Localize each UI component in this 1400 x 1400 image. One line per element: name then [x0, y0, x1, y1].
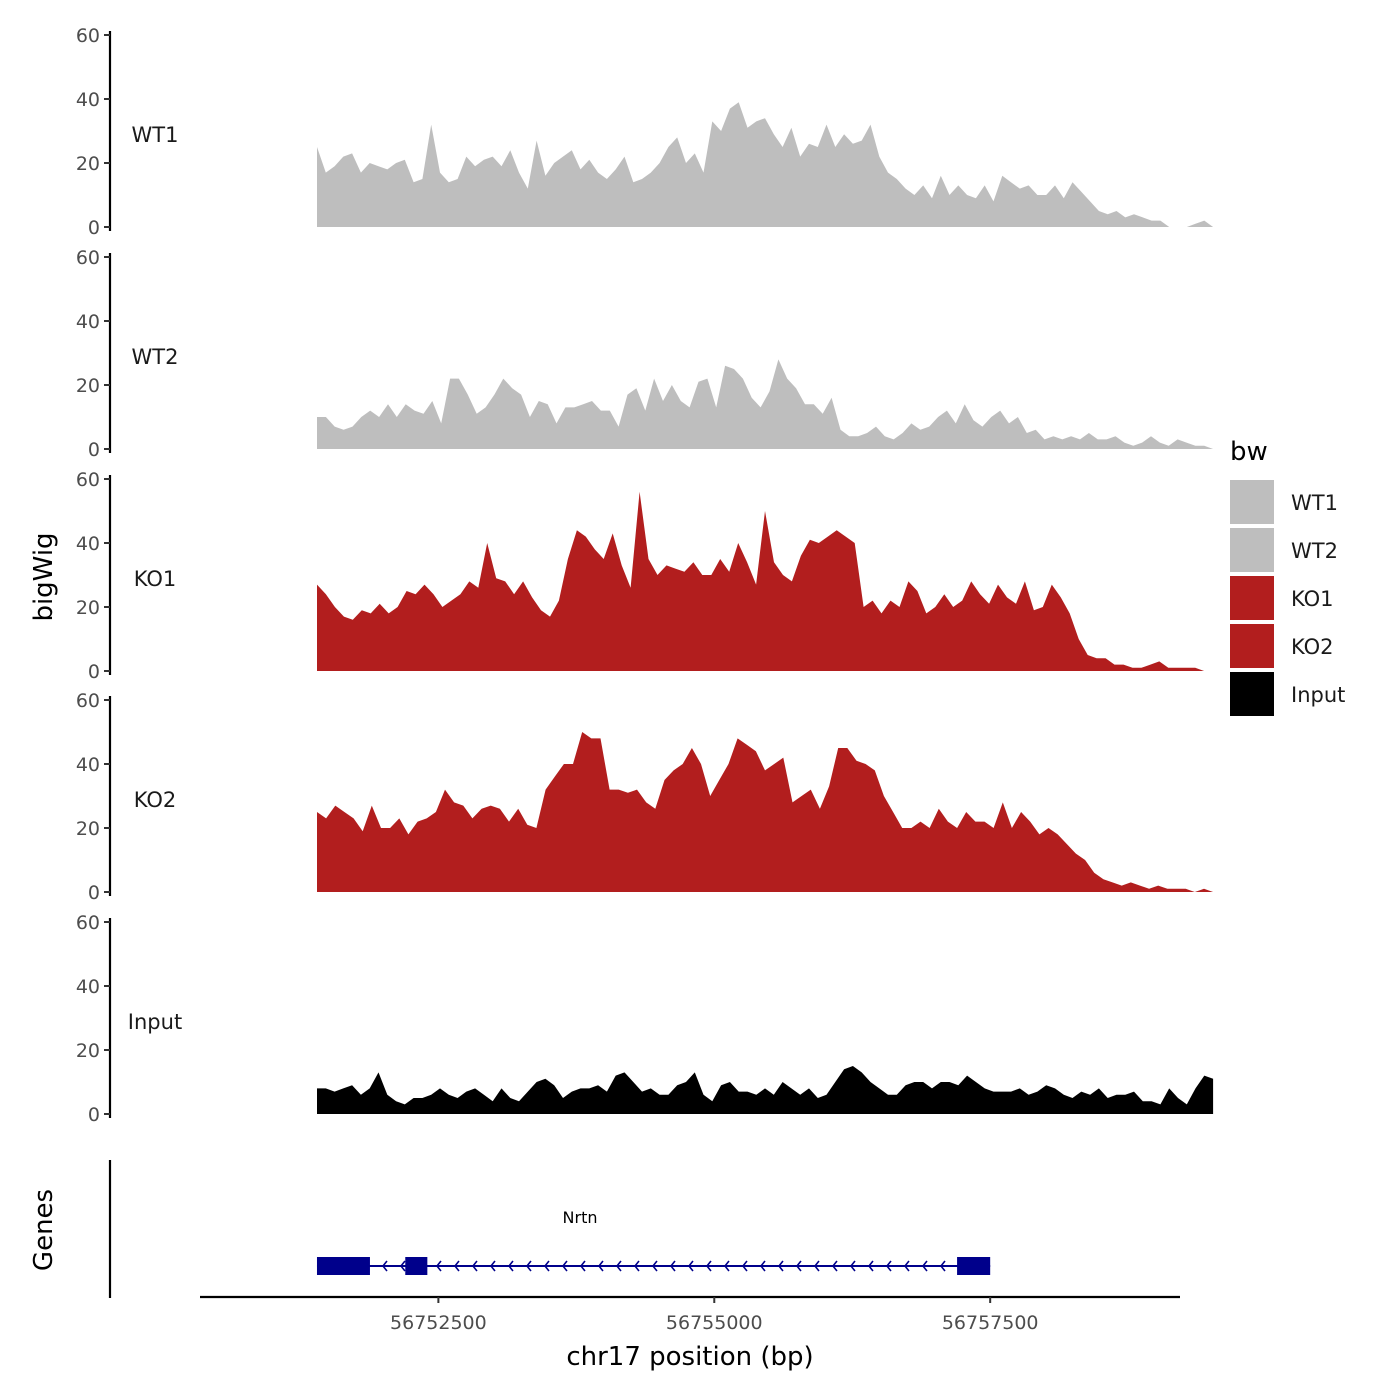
- y-tick-label: 20: [76, 1040, 100, 1062]
- legend-key-ko2: [1230, 624, 1274, 668]
- y-tick-label: 0: [88, 882, 100, 904]
- strand-arrow: [903, 1260, 910, 1272]
- strand-arrow: [453, 1260, 460, 1272]
- strand-arrow: [849, 1260, 856, 1272]
- y-tick-label: 0: [88, 439, 100, 461]
- strand-arrow: [885, 1260, 892, 1272]
- strand-arrow: [813, 1260, 820, 1272]
- track-label-input: Input: [128, 1010, 182, 1034]
- legend: WT1 WT2 KO1 KO2 Input: [1230, 480, 1345, 716]
- x-tick-label: 56752500: [390, 1312, 487, 1334]
- strand-arrow: [633, 1260, 640, 1272]
- genes-track-title: Genes: [29, 1189, 59, 1271]
- legend-key-input: [1230, 672, 1274, 716]
- strand-arrow: [489, 1260, 496, 1272]
- y-tick-label: 60: [76, 469, 100, 491]
- strand-arrow: [705, 1260, 712, 1272]
- strand-arrow: [759, 1260, 766, 1272]
- legend-label-input: Input: [1291, 683, 1345, 707]
- strand-arrow: [651, 1260, 658, 1272]
- track-panels: 0 20 40 60 WT1 0 20 40 60 WT2 0 20 40 60 KO1 0 20 40 60 KO2…: [76, 25, 1214, 1126]
- coverage-area-ko2: [317, 732, 1214, 892]
- y-tick-label: 60: [76, 25, 100, 47]
- track-panel-input: 0 20 40 60 Input: [76, 912, 1214, 1126]
- gene-exon: [405, 1257, 428, 1275]
- strand-arrow: [687, 1260, 694, 1272]
- y-tick-label: 20: [76, 818, 100, 840]
- strand-arrow: [543, 1260, 550, 1272]
- y-tick-label: 0: [88, 661, 100, 683]
- legend-key-wt2: [1230, 528, 1274, 572]
- track-label-ko2: KO2: [134, 788, 177, 812]
- strand-arrow: [525, 1260, 532, 1272]
- y-axis-title: bigWig: [29, 532, 59, 621]
- gene-name-label: Nrtn: [563, 1208, 598, 1227]
- y-tick-label: 40: [76, 89, 100, 111]
- strand-arrow: [435, 1260, 442, 1272]
- gene-exon: [957, 1257, 991, 1275]
- coverage-area-ko1: [317, 491, 1214, 671]
- strand-arrow: [507, 1260, 514, 1272]
- strand-arrow: [723, 1260, 730, 1272]
- strand-arrow: [939, 1260, 946, 1272]
- strand-arrow: [579, 1260, 586, 1272]
- legend-title: bw: [1230, 437, 1268, 467]
- strand-arrow: [399, 1260, 406, 1272]
- track-panel-wt2: 0 20 40 60 WT2: [76, 247, 1214, 461]
- strand-arrow: [831, 1260, 838, 1272]
- strand-arrow: [381, 1260, 388, 1272]
- gene-exon: [316, 1257, 370, 1275]
- strand-arrow: [471, 1260, 478, 1272]
- legend-label-wt2: WT2: [1291, 539, 1338, 563]
- x-axis-title: chr17 position (bp): [566, 1342, 813, 1372]
- y-tick-label: 40: [76, 754, 100, 776]
- strand-arrow: [597, 1260, 604, 1272]
- coverage-area-wt1: [317, 102, 1214, 227]
- gene-track: Nrtn: [108, 1160, 991, 1298]
- track-label-wt1: WT1: [132, 123, 179, 147]
- y-tick-label: 60: [76, 912, 100, 934]
- strand-arrow: [795, 1260, 802, 1272]
- coverage-area-wt2: [317, 359, 1214, 449]
- y-tick-label: 0: [88, 217, 100, 239]
- y-tick-label: 20: [76, 375, 100, 397]
- y-tick-label: 60: [76, 247, 100, 269]
- track-panel-ko2: 0 20 40 60 KO2: [76, 690, 1214, 904]
- x-tick-label: 56757500: [942, 1312, 1039, 1334]
- strand-arrow: [777, 1260, 784, 1272]
- x-tick-label: 56755000: [666, 1312, 763, 1334]
- coverage-area-input: [317, 1066, 1214, 1114]
- track-panel-wt1: 0 20 40 60 WT1: [76, 25, 1214, 239]
- legend-key-ko1: [1230, 576, 1274, 620]
- y-tick-label: 40: [76, 533, 100, 555]
- y-tick-label: 0: [88, 1104, 100, 1126]
- legend-key-wt1: [1230, 480, 1274, 524]
- y-tick-label: 40: [76, 976, 100, 998]
- y-tick-label: 40: [76, 311, 100, 333]
- legend-label-ko1: KO1: [1291, 587, 1334, 611]
- track-label-wt2: WT2: [132, 345, 179, 369]
- strand-arrow: [867, 1260, 874, 1272]
- y-tick-label: 20: [76, 153, 100, 175]
- y-tick-label: 60: [76, 690, 100, 712]
- track-label-ko1: KO1: [134, 567, 177, 591]
- y-tick-label: 20: [76, 597, 100, 619]
- track-panel-ko1: 0 20 40 60 KO1: [76, 469, 1214, 683]
- strand-arrow: [669, 1260, 676, 1272]
- strand-arrow: [921, 1260, 928, 1272]
- strand-arrow: [561, 1260, 568, 1272]
- legend-label-ko2: KO2: [1291, 635, 1334, 659]
- strand-arrow: [615, 1260, 622, 1272]
- x-axis: 56752500 56755000 56757500: [200, 1295, 1180, 1334]
- legend-label-wt1: WT1: [1291, 491, 1338, 515]
- strand-arrow: [741, 1260, 748, 1272]
